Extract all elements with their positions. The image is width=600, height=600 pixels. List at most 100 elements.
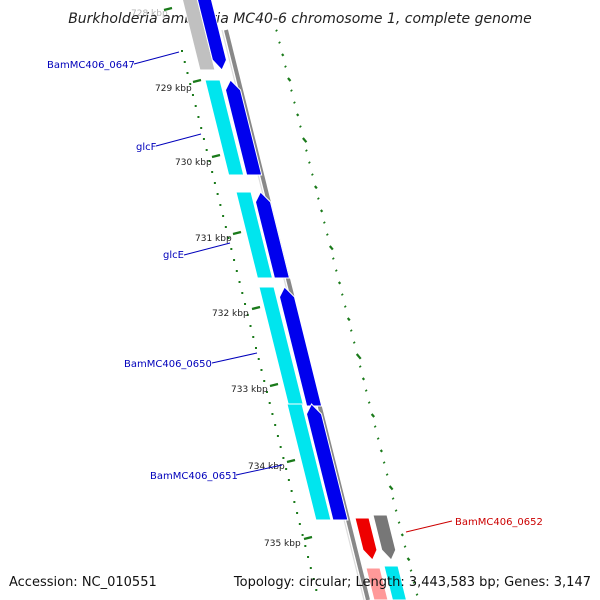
gc-dash bbox=[322, 221, 326, 224]
gc-dash bbox=[409, 569, 413, 572]
gc-dash bbox=[328, 245, 334, 251]
gc-dash bbox=[370, 413, 376, 418]
gc-dash bbox=[358, 365, 362, 368]
gc-dash bbox=[340, 293, 344, 296]
gene-glce[interactable] bbox=[235, 191, 291, 279]
major-tick bbox=[269, 382, 279, 388]
gc-dash bbox=[287, 77, 292, 82]
gc-dash bbox=[400, 533, 404, 537]
gc-dash bbox=[278, 41, 281, 44]
gene-bammc406-0650[interactable] bbox=[258, 286, 323, 407]
tick-dot bbox=[219, 204, 222, 206]
gc-dash bbox=[412, 581, 416, 584]
tick-dot bbox=[191, 94, 194, 96]
gene-label-bammc406-0647[interactable]: BamMC406_0647 bbox=[47, 60, 135, 71]
gc-dash bbox=[385, 473, 389, 476]
tick-dot bbox=[235, 270, 238, 272]
gene-glce-inner[interactable] bbox=[254, 191, 291, 279]
genome-summary-text: Topology: circular; Length: 3,443,583 bp… bbox=[233, 575, 591, 590]
gc-dash bbox=[352, 341, 356, 344]
major-tick bbox=[163, 6, 173, 12]
tick-dot bbox=[222, 215, 225, 217]
tick-dot bbox=[274, 424, 277, 426]
tick-dot bbox=[249, 325, 252, 327]
tick-dot bbox=[268, 402, 271, 404]
gene-glcf[interactable] bbox=[204, 79, 263, 176]
tick-dot bbox=[287, 479, 290, 481]
gc-dash bbox=[403, 545, 407, 548]
gene-bammc406-0647-outer[interactable] bbox=[180, 0, 216, 71]
tick-label-730: 730 kbp bbox=[175, 158, 212, 168]
gene-bammc406-0652-outer[interactable] bbox=[354, 517, 378, 561]
tick-dot bbox=[293, 501, 296, 503]
gc-dash bbox=[275, 29, 278, 32]
tick-labels: 728 kbp 729 kbp 730 kbp 731 kbp 732 kbp … bbox=[131, 9, 301, 549]
tick-dot bbox=[246, 314, 249, 316]
gene-bammc406-0647-inner[interactable] bbox=[195, 0, 227, 71]
gene-label-glcf[interactable]: glcF bbox=[136, 142, 157, 153]
gc-dash bbox=[331, 257, 335, 260]
gene-bammc406-0651-inner[interactable] bbox=[305, 403, 349, 521]
tick-dot bbox=[189, 83, 192, 85]
tick-dot bbox=[265, 391, 268, 393]
gene-next-partial-inner[interactable] bbox=[383, 565, 407, 600]
tick-dot bbox=[271, 413, 274, 415]
gc-dash bbox=[311, 173, 314, 176]
gc-dash bbox=[373, 425, 377, 428]
gene-glcf-outer[interactable] bbox=[204, 79, 245, 176]
tick-dot bbox=[263, 380, 266, 382]
gene-glcf-inner[interactable] bbox=[224, 79, 263, 176]
gc-dash bbox=[334, 269, 338, 272]
gene-bammc406-0652[interactable] bbox=[354, 514, 397, 561]
tick-dot bbox=[301, 534, 304, 536]
gc-dash bbox=[302, 137, 308, 143]
gc-dash bbox=[397, 521, 401, 524]
gc-dash bbox=[406, 557, 411, 562]
major-tick bbox=[232, 230, 242, 236]
gc-dash bbox=[325, 233, 329, 236]
gc-dash bbox=[299, 125, 302, 128]
gene-bammc406-0651-outer[interactable] bbox=[286, 403, 332, 521]
gene-next-partial-outer[interactable] bbox=[365, 567, 389, 600]
tick-track bbox=[163, 6, 318, 591]
tick-dot bbox=[213, 182, 216, 184]
tick-dot bbox=[181, 50, 183, 52]
gene-label-glce[interactable]: glcE bbox=[163, 250, 184, 261]
gc-dash bbox=[346, 317, 351, 322]
tick-dot bbox=[200, 127, 203, 129]
gene-bammc406-0650-outer[interactable] bbox=[258, 286, 305, 407]
gene-label-bammc406-0651[interactable]: BamMC406_0651 bbox=[150, 471, 238, 482]
tick-label-729: 729 kbp bbox=[155, 84, 192, 94]
gc-dash bbox=[308, 161, 311, 164]
gc-dash bbox=[376, 437, 380, 440]
tick-dot bbox=[282, 457, 285, 459]
tick-dot bbox=[197, 116, 200, 118]
tick-dot bbox=[241, 292, 244, 294]
gc-dash bbox=[281, 53, 285, 57]
gc-dash bbox=[364, 389, 368, 392]
gene-label-bammc406-0652[interactable]: BamMC406_0652 bbox=[455, 517, 543, 528]
gene-glce-outer[interactable] bbox=[235, 191, 274, 279]
gene-next-partial[interactable] bbox=[365, 565, 407, 600]
tick-dot bbox=[252, 336, 255, 338]
gc-dash bbox=[290, 89, 293, 92]
tick-dot bbox=[260, 369, 263, 371]
major-tick bbox=[192, 78, 202, 84]
gene-bammc406-0651[interactable] bbox=[286, 403, 349, 521]
tick-label-734: 734 kbp bbox=[248, 462, 285, 472]
tick-dot bbox=[233, 259, 236, 261]
tick-label-732: 732 kbp bbox=[212, 309, 249, 319]
tick-dot bbox=[276, 435, 279, 437]
gc-dash bbox=[314, 185, 318, 190]
tick-dot bbox=[279, 446, 282, 448]
gc-dash bbox=[343, 305, 347, 308]
gene-bammc406-0647[interactable] bbox=[180, 0, 227, 71]
gc-dash bbox=[293, 101, 296, 104]
tick-dot bbox=[315, 589, 318, 591]
tick-dot bbox=[298, 523, 301, 525]
tick-dot bbox=[304, 545, 307, 547]
gene-bammc406-0652-inner[interactable] bbox=[372, 514, 397, 561]
tick-dot bbox=[183, 61, 186, 63]
gene-label-bammc406-0650[interactable]: BamMC406_0650 bbox=[124, 359, 212, 370]
gc-dash bbox=[394, 509, 398, 512]
